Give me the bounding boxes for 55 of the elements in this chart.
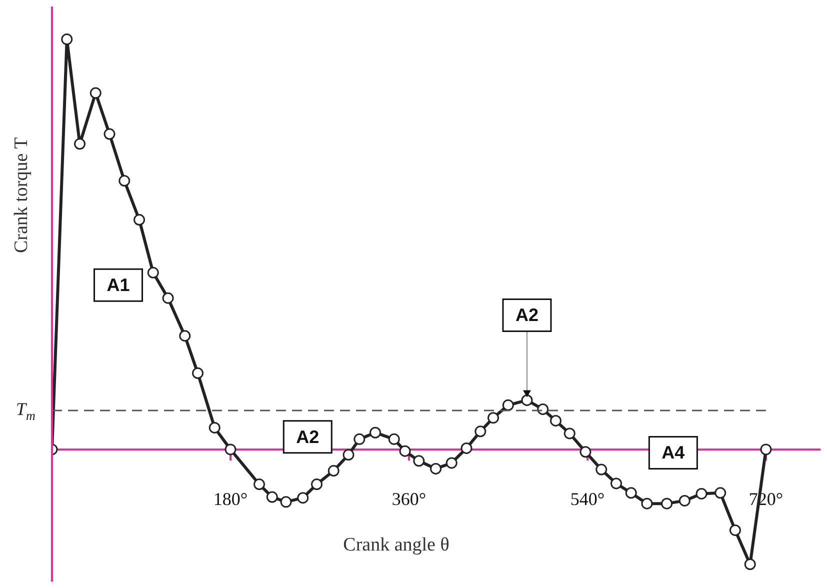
point — [580, 446, 592, 458]
point — [550, 414, 562, 426]
point — [162, 292, 174, 304]
point — [118, 175, 130, 187]
point — [280, 496, 292, 508]
point — [488, 412, 500, 424]
point — [641, 498, 653, 510]
point — [297, 492, 309, 504]
y-axis-title: Crank torque T — [10, 136, 32, 254]
point — [342, 449, 354, 461]
point — [446, 457, 458, 469]
point — [266, 491, 278, 503]
point — [224, 444, 236, 456]
point — [596, 464, 608, 476]
point — [744, 558, 756, 570]
point — [192, 367, 204, 379]
point — [678, 494, 690, 506]
point — [208, 422, 220, 434]
point — [714, 487, 726, 499]
point — [311, 478, 323, 490]
point — [661, 498, 673, 510]
point — [625, 487, 637, 499]
x-axis-title: Crank angle θ — [343, 534, 450, 556]
x-tick-label: 180° — [213, 488, 248, 509]
annotation: A1 — [106, 275, 130, 296]
annotation: A4 — [662, 442, 685, 463]
point — [74, 138, 86, 150]
point — [370, 426, 382, 438]
point — [147, 266, 159, 278]
point — [729, 524, 741, 536]
point — [61, 34, 73, 46]
point — [474, 426, 486, 438]
point — [537, 403, 549, 415]
point — [430, 462, 442, 474]
point — [610, 478, 622, 490]
point — [134, 214, 146, 226]
point — [179, 330, 191, 342]
point — [564, 428, 576, 440]
annotation: A2 — [296, 426, 320, 447]
point — [253, 478, 265, 490]
point — [104, 128, 116, 140]
point — [460, 442, 472, 454]
point — [502, 399, 514, 411]
point — [354, 433, 366, 445]
point — [328, 465, 340, 477]
point — [399, 445, 411, 457]
point — [696, 488, 708, 500]
point — [521, 394, 533, 406]
point — [388, 433, 400, 445]
point — [90, 87, 102, 99]
x-tick-label: 540° — [570, 488, 605, 509]
annotation: A2 — [515, 305, 538, 326]
point — [760, 444, 772, 456]
x-tick-label: 360° — [392, 488, 426, 509]
point — [413, 455, 425, 467]
